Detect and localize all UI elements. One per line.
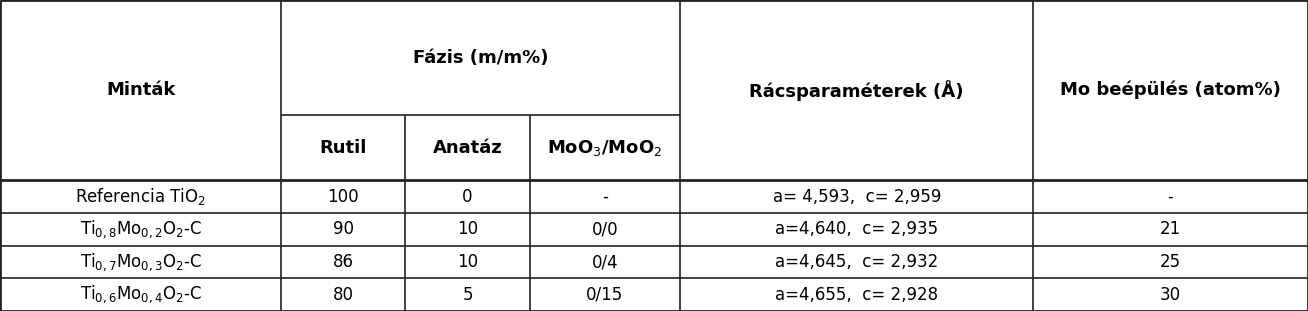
- Text: Mo beépülés (atom%): Mo beépülés (atom%): [1061, 81, 1281, 100]
- Text: 0/0: 0/0: [591, 220, 619, 238]
- Text: 21: 21: [1160, 220, 1181, 238]
- Text: 100: 100: [327, 188, 360, 206]
- Text: a=4,655,  c= 2,928: a=4,655, c= 2,928: [776, 286, 938, 304]
- Text: -: -: [602, 188, 608, 206]
- Text: 25: 25: [1160, 253, 1181, 271]
- Text: a=4,640,  c= 2,935: a=4,640, c= 2,935: [776, 220, 938, 238]
- Text: 0/15: 0/15: [586, 286, 624, 304]
- Text: a= 4,593,  c= 2,959: a= 4,593, c= 2,959: [773, 188, 940, 206]
- Text: 5: 5: [462, 286, 473, 304]
- Text: 86: 86: [332, 253, 354, 271]
- Text: Ti$_{0,8}$Mo$_{0,2}$O$_2$-C: Ti$_{0,8}$Mo$_{0,2}$O$_2$-C: [80, 219, 201, 240]
- Text: Minták: Minták: [106, 81, 175, 99]
- Text: Rutil: Rutil: [319, 139, 368, 157]
- Text: MoO$_3$/MoO$_2$: MoO$_3$/MoO$_2$: [547, 138, 663, 158]
- Text: 80: 80: [332, 286, 354, 304]
- Text: -: -: [1168, 188, 1173, 206]
- Text: Referencia TiO$_2$: Referencia TiO$_2$: [75, 186, 207, 207]
- Text: Ti$_{0,6}$Mo$_{0,4}$O$_2$-C: Ti$_{0,6}$Mo$_{0,4}$O$_2$-C: [80, 284, 201, 305]
- Text: 0: 0: [462, 188, 473, 206]
- Text: 90: 90: [332, 220, 354, 238]
- Text: Anatáz: Anatáz: [433, 139, 502, 157]
- Text: 0/4: 0/4: [591, 253, 619, 271]
- Text: 30: 30: [1160, 286, 1181, 304]
- Text: a=4,645,  c= 2,932: a=4,645, c= 2,932: [776, 253, 938, 271]
- Text: 10: 10: [456, 220, 479, 238]
- Text: Fázis (m/m%): Fázis (m/m%): [413, 49, 548, 67]
- Text: Ti$_{0,7}$Mo$_{0,3}$O$_2$-C: Ti$_{0,7}$Mo$_{0,3}$O$_2$-C: [80, 251, 201, 273]
- Text: Rácsparaméterek (Å): Rácsparaméterek (Å): [749, 80, 964, 101]
- Text: 10: 10: [456, 253, 479, 271]
